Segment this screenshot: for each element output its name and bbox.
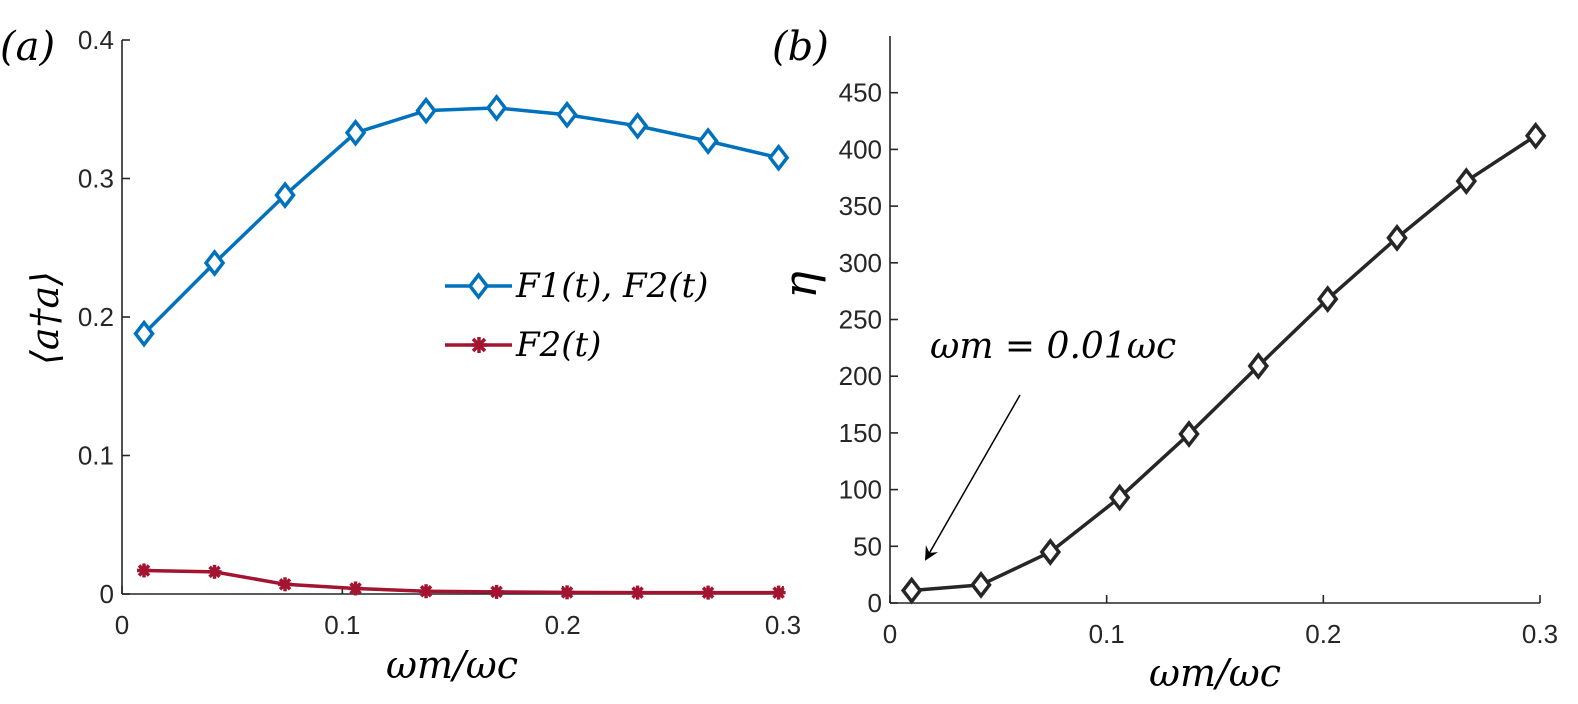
x-tick-label: 0.1: [1089, 619, 1125, 649]
data-point-diamond: [1316, 285, 1339, 313]
panel-a-y-label: ⟨a†a⟩: [23, 271, 67, 365]
data-point-diamond: [1039, 538, 1062, 566]
data-point-diamond: [415, 96, 437, 125]
data-point-diamond: [1247, 352, 1270, 380]
data-point-diamond: [556, 100, 578, 129]
data-point-diamond: [1386, 223, 1408, 252]
panel-b-series: [900, 121, 1547, 605]
data-point-asterisk: [771, 585, 786, 600]
data-point-asterisk: [137, 563, 152, 578]
x-tick-label: 0.1: [324, 610, 360, 640]
series-line: [911, 134, 1537, 593]
data-point-diamond: [485, 94, 508, 122]
y-tick-label: 0.3: [78, 164, 114, 194]
panel-a-series: [133, 94, 790, 600]
panel-a-legend: F1(t), F2(t) F2(t): [445, 266, 708, 365]
data-point-diamond: [344, 118, 367, 147]
data-point-diamond: [133, 319, 155, 348]
data-point-asterisk: [489, 584, 504, 599]
data-point-asterisk: [630, 585, 645, 600]
data-point-diamond: [1455, 167, 1478, 196]
y-tick-label: 350: [839, 191, 882, 221]
y-tick-label: 200: [839, 361, 882, 391]
legend-marker-diamond: [467, 272, 490, 300]
y-tick-label: 300: [839, 248, 882, 278]
legend-marker-asterisk: [471, 337, 487, 353]
series-line: [142, 106, 779, 335]
panel-a-label: (a): [0, 24, 55, 70]
x-tick-label: 0: [883, 619, 897, 649]
data-point-diamond: [767, 143, 790, 172]
data-point-diamond: [203, 249, 226, 277]
panel-b-label: (b): [772, 24, 829, 70]
data-point-diamond: [697, 127, 719, 155]
y-tick-label: 0: [868, 588, 882, 618]
x-tick-label: 0: [115, 610, 129, 640]
y-tick-label: 50: [853, 531, 882, 561]
legend-entry-1: F1(t), F2(t): [515, 266, 708, 306]
y-tick-label: 450: [839, 78, 882, 108]
x-tick-label: 0.3: [765, 610, 801, 640]
y-tick-label: 0.2: [78, 302, 114, 332]
panel-a: (a) 0 0.1 0.2 0.3 0.4 0 0.1 0.2 0.3 ⟨a†a⟩ ωm/ωc…: [0, 24, 801, 687]
panel-b-y-label: η: [773, 271, 827, 299]
annotation-arrow: [925, 394, 1021, 561]
data-point-diamond: [626, 112, 649, 140]
panel-b-annotation: ωm = 0.01ωc: [930, 326, 1176, 367]
panel-a-x-label: ωm/ωc: [386, 643, 518, 687]
y-tick-label: 100: [839, 475, 882, 505]
y-tick-label: 0.1: [78, 441, 114, 471]
data-point-diamond: [1178, 420, 1200, 448]
data-point-asterisk: [701, 585, 716, 600]
x-tick-label: 0.2: [1305, 619, 1341, 649]
y-tick-label: 150: [839, 418, 882, 448]
panel-a-x-ticks: 0 0.1 0.2 0.3: [115, 586, 801, 640]
panel-b-y-label-text: η: [773, 271, 827, 299]
data-point-diamond: [970, 570, 992, 599]
data-point-diamond: [900, 576, 923, 605]
panel-a-y-label-text: ⟨a†a⟩: [23, 271, 67, 365]
data-point-diamond: [1108, 483, 1131, 512]
data-point-asterisk: [278, 577, 293, 592]
legend-entry-2: F2(t): [515, 325, 601, 365]
y-tick-label: 400: [839, 134, 882, 164]
y-tick-label: 0: [100, 579, 114, 609]
panel-a-y-ticks: 0 0.1 0.2 0.3 0.4: [78, 25, 130, 609]
x-tick-label: 0.3: [1522, 619, 1558, 649]
data-point-diamond: [274, 181, 296, 209]
data-point-asterisk: [560, 585, 575, 600]
data-point-asterisk: [419, 584, 434, 599]
panel-b-x-ticks: 0 0.1 0.2 0.3: [883, 595, 1558, 649]
panel-b-y-ticks: 0 50 100 150 200 250 300 350 400 450: [839, 78, 898, 618]
data-point-asterisk: [348, 581, 363, 596]
x-tick-label: 0.2: [545, 610, 581, 640]
y-tick-label: 250: [839, 305, 882, 335]
data-point-asterisk: [207, 564, 222, 579]
panel-b-x-label: ωm/ωc: [1149, 651, 1281, 695]
data-point-diamond: [1524, 121, 1547, 150]
y-tick-label: 0.4: [78, 25, 114, 55]
series-line: [143, 568, 779, 595]
